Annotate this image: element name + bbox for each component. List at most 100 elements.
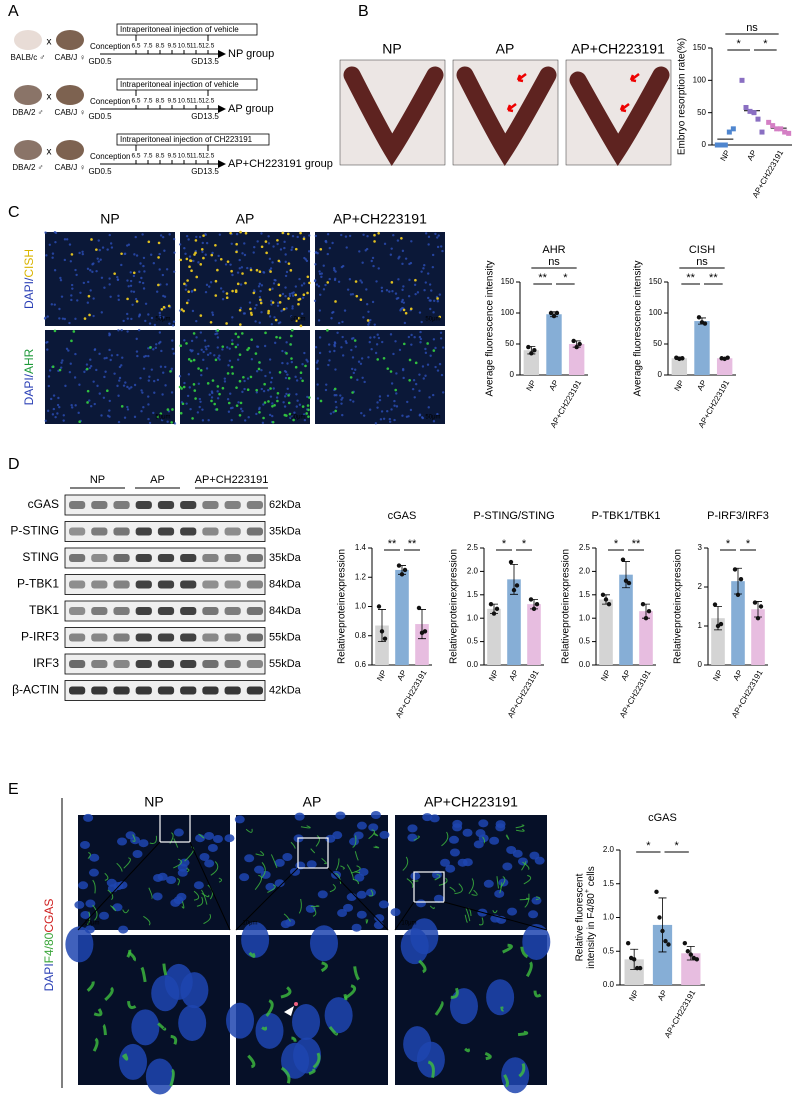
treatment: Intraperitoneal injection of vehicle <box>120 25 239 34</box>
nucleus <box>83 813 94 822</box>
band <box>157 660 175 668</box>
nucleus <box>276 301 280 305</box>
nucleus <box>229 392 232 395</box>
f480-signal <box>132 834 136 842</box>
nucleus <box>255 1012 284 1049</box>
nucleus <box>183 381 186 385</box>
signal <box>299 324 303 328</box>
day-tick: 6.5 <box>131 43 140 50</box>
nucleus <box>44 419 47 423</box>
f480-signal <box>465 907 471 922</box>
day-tick: 12.5 <box>202 43 215 50</box>
nucleus <box>434 232 437 236</box>
nucleus <box>53 303 56 306</box>
nucleus <box>118 365 122 369</box>
nucleus <box>184 284 188 287</box>
signal <box>160 307 164 311</box>
signal <box>297 302 300 306</box>
nucleus <box>367 310 370 313</box>
significance-label: ns <box>548 256 560 268</box>
signal <box>304 364 307 368</box>
signal <box>213 402 216 406</box>
nucleus <box>49 397 53 401</box>
f480-signal <box>406 878 414 888</box>
nucleus <box>91 270 94 274</box>
nucleus <box>89 358 92 361</box>
f480-signal <box>484 1051 492 1061</box>
nucleus <box>97 239 100 242</box>
nucleus <box>388 417 392 421</box>
f480-signal <box>343 984 357 1000</box>
nucleus <box>149 253 153 256</box>
nucleus <box>334 368 337 371</box>
nucleus <box>141 233 144 236</box>
bar <box>523 350 540 375</box>
nucleus <box>126 408 130 411</box>
zoom-line <box>189 841 231 931</box>
signal <box>51 365 55 368</box>
nucleus <box>449 848 460 857</box>
signal <box>88 313 91 317</box>
f480-signal <box>93 1008 103 1017</box>
nucleus <box>291 234 295 238</box>
signal <box>307 408 310 412</box>
nucleus <box>397 257 400 260</box>
signal <box>306 404 310 407</box>
nucleus <box>372 264 375 268</box>
nucleus <box>264 374 267 378</box>
signal <box>186 279 189 282</box>
nucleus <box>403 1026 432 1063</box>
column-label: AP+CH223191 <box>333 211 427 227</box>
nucleus <box>144 302 148 306</box>
nucleus <box>120 263 123 267</box>
signal <box>402 342 406 346</box>
nucleus <box>210 396 214 399</box>
signal <box>231 342 234 346</box>
treatment: Intraperitoneal injection of vehicle <box>120 80 239 89</box>
f480-signal <box>245 828 253 833</box>
signal <box>359 298 363 302</box>
nucleus <box>284 376 288 380</box>
nucleus <box>341 396 344 400</box>
signal <box>221 386 225 390</box>
nucleus <box>224 263 228 266</box>
nucleus <box>349 398 352 402</box>
day-tick: 12.5 <box>202 153 215 160</box>
nucleus <box>415 899 426 908</box>
nucleus <box>296 399 299 402</box>
nucleus <box>207 419 210 422</box>
nucleus <box>365 288 368 291</box>
data-point <box>646 608 652 614</box>
f480-signal <box>186 868 190 873</box>
nucleus <box>191 309 195 313</box>
nucleus <box>351 356 355 359</box>
y-tick-label: 1.0 <box>355 602 367 611</box>
signal <box>271 420 275 424</box>
nucleus <box>318 351 322 355</box>
f480-signal <box>411 879 419 882</box>
nucleus <box>327 343 331 346</box>
signal <box>189 259 192 262</box>
nucleus <box>213 354 216 357</box>
signal <box>200 248 204 251</box>
signal <box>278 294 282 297</box>
nucleus <box>63 258 67 262</box>
nucleus <box>452 819 463 828</box>
nucleus <box>54 231 58 235</box>
nucleus <box>247 416 250 419</box>
chart-title: AHR <box>542 244 565 256</box>
nucleus <box>162 316 165 319</box>
day-tick: 10.5 <box>178 153 191 160</box>
signal <box>238 379 242 383</box>
nucleus <box>303 351 306 355</box>
signal <box>171 408 174 411</box>
protein-label: P-IRF3 <box>21 630 59 644</box>
nucleus <box>290 248 293 252</box>
y-tick-label: 100 <box>649 308 663 317</box>
marker: AHR <box>22 348 36 374</box>
nucleus <box>369 318 372 322</box>
y-tick-label: 3 <box>698 543 703 552</box>
y-tick-label: 0 <box>698 660 703 669</box>
nucleus <box>322 288 326 291</box>
bar <box>681 953 701 985</box>
